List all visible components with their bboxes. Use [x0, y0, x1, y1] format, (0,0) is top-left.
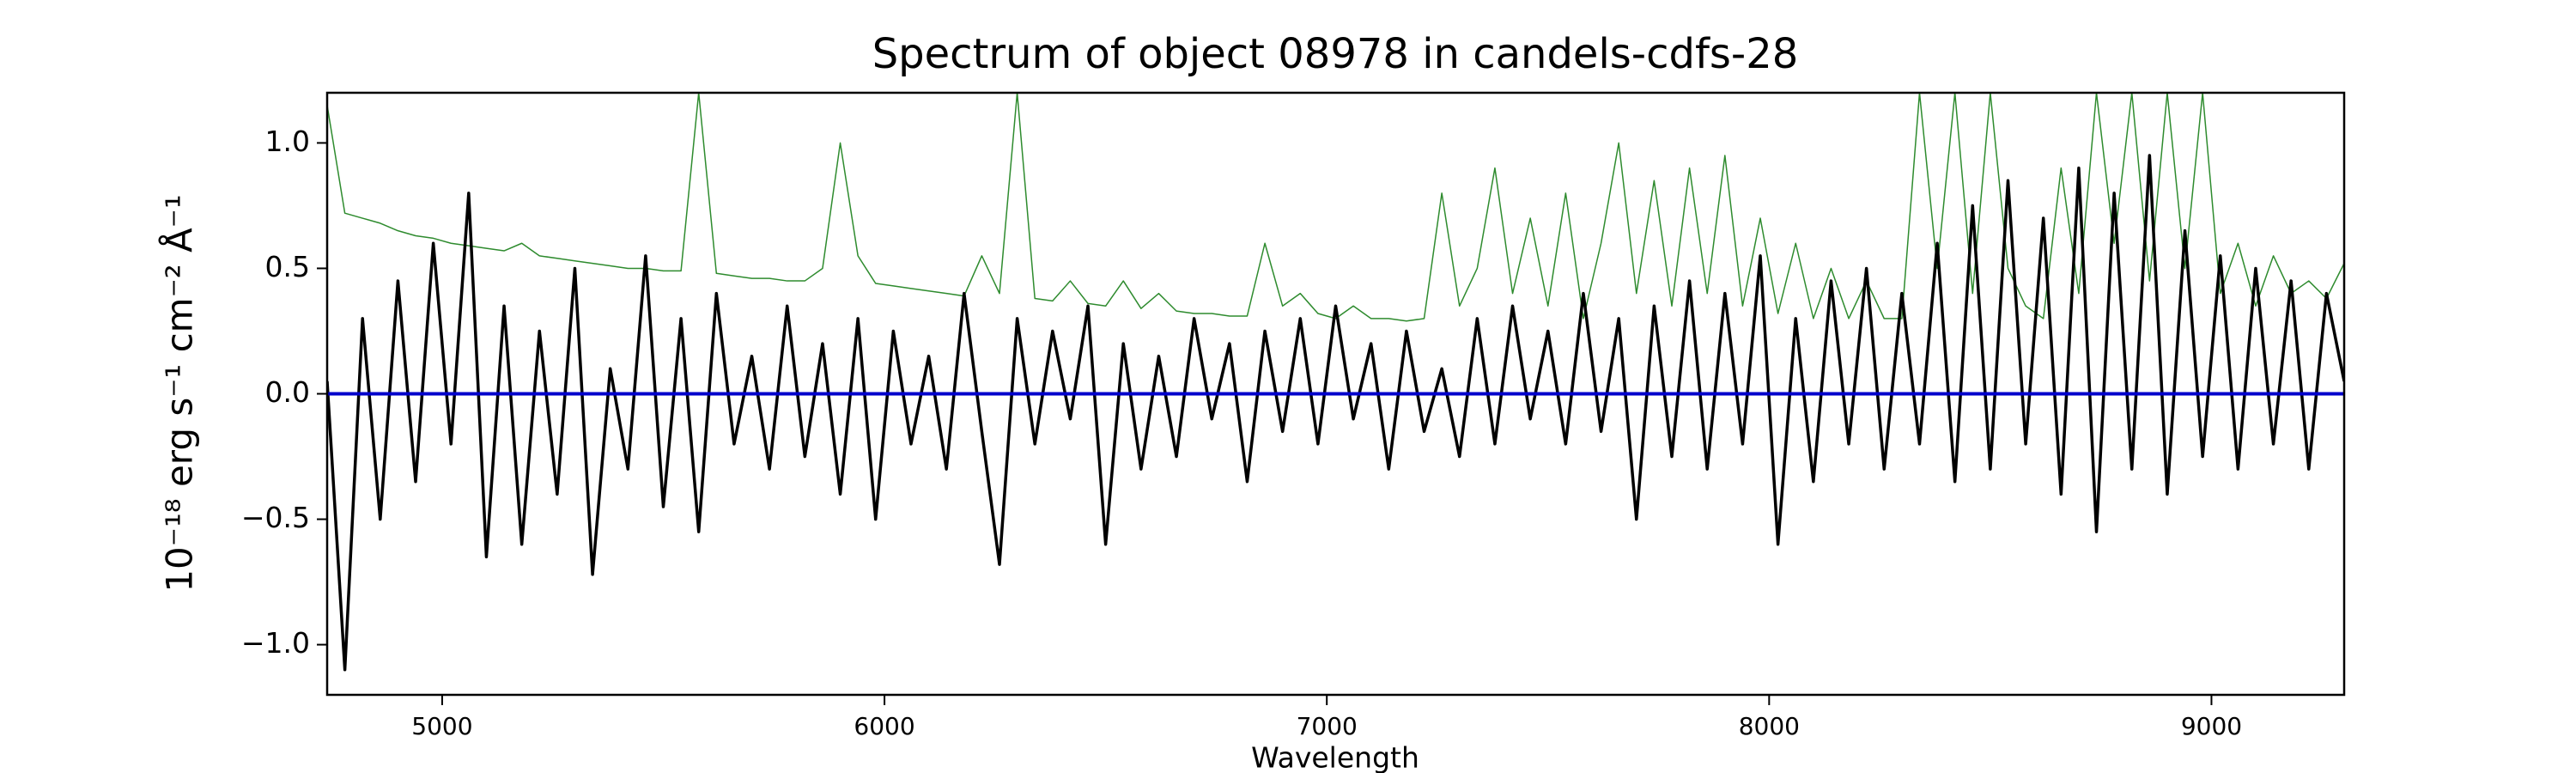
- y-tick-label: −0.5: [241, 501, 310, 534]
- chart-title: Spectrum of object 08978 in candels-cdfs…: [872, 30, 1799, 78]
- y-tick-label: 1.0: [265, 125, 310, 158]
- x-tick-label: 8000: [1739, 712, 1800, 740]
- plot-area: [327, 93, 2344, 672]
- x-axis-label: Wavelength: [1251, 741, 1419, 773]
- y-axis-label: 10⁻¹⁸ erg s⁻¹ cm⁻² Å⁻¹: [158, 194, 201, 592]
- spectrum-line: [327, 93, 2344, 322]
- y-tick-label: −1.0: [241, 626, 310, 660]
- y-tick-label: 0.0: [265, 375, 310, 409]
- spectrum-line: [327, 154, 2344, 672]
- x-tick-label: 6000: [854, 712, 914, 740]
- x-tick-label: 7000: [1297, 712, 1358, 740]
- y-tick-label: 0.5: [265, 250, 310, 283]
- x-tick-label: 9000: [2181, 712, 2242, 740]
- x-tick-label: 5000: [411, 712, 472, 740]
